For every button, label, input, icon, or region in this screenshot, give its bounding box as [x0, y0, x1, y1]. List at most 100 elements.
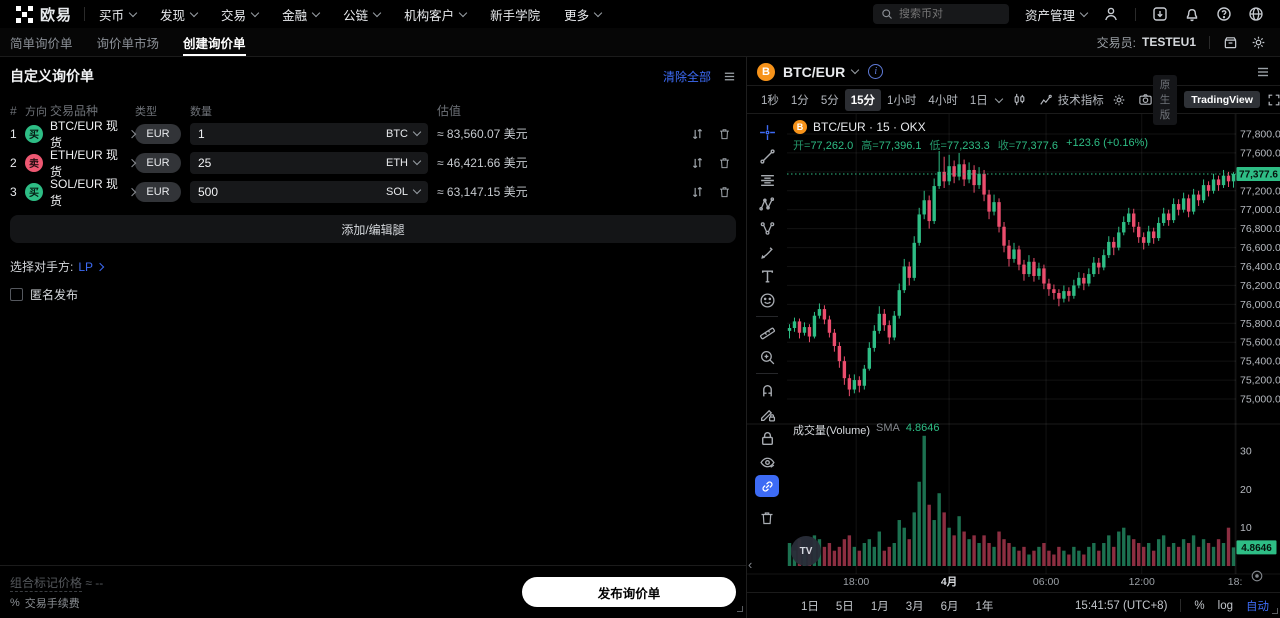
range-1d[interactable]: 1日 [801, 600, 819, 613]
range-1y[interactable]: 1年 [975, 600, 994, 613]
instrument-selector[interactable]: BTC/EUR 现货 [50, 117, 137, 151]
timeframe-1d[interactable]: 1日 [969, 94, 988, 107]
indicators-button[interactable]: 技术指标 [1039, 92, 1104, 108]
direction-buy-badge[interactable]: 买 [25, 182, 43, 201]
timeframe-1s[interactable]: 1秒 [761, 94, 779, 107]
resize-handle[interactable] [1272, 608, 1278, 614]
crosshair-tool-icon[interactable] [754, 120, 780, 144]
chart-menu-icon[interactable] [1256, 65, 1270, 79]
scroll-to-realtime-icon[interactable] [1250, 569, 1264, 583]
leg-index: 3 [10, 184, 17, 199]
timeframe-1m[interactable]: 1分 [790, 94, 809, 107]
instrument-selector[interactable]: SOL/EUR 现货 [50, 175, 137, 209]
nav-item-discover[interactable]: 发现 [160, 5, 199, 24]
nav-item-buy-crypto[interactable]: 买币 [99, 5, 138, 24]
lock-all-tool-icon[interactable] [754, 426, 780, 450]
timeframe-5m[interactable]: 5分 [820, 94, 839, 107]
amount-input[interactable] [198, 184, 386, 199]
type-pill-button[interactable]: EUR [135, 181, 181, 202]
symbol-name[interactable]: BTC/EUR [783, 63, 846, 80]
nav-item-finance[interactable]: 金融 [282, 5, 321, 24]
user-icon[interactable] [1103, 6, 1119, 22]
zoom-in-tool-icon[interactable] [754, 345, 780, 369]
percent-scale-toggle[interactable]: % [1194, 599, 1205, 612]
log-scale-toggle[interactable]: log [1217, 599, 1233, 612]
range-5d[interactable]: 5日 [835, 600, 854, 613]
indicator-settings-gear-icon[interactable] [1112, 93, 1126, 107]
tradingview-watermark[interactable]: TV [791, 536, 821, 566]
amount-input[interactable] [198, 126, 386, 141]
direction-sell-badge[interactable]: 卖 [25, 153, 43, 172]
sync-drawings-link-icon[interactable] [755, 475, 779, 497]
remove-drawings-trash-icon[interactable] [754, 506, 780, 530]
submit-rfq-button[interactable]: 发布询价单 [522, 577, 736, 607]
timeframe-4h[interactable]: 4小时 [928, 94, 958, 107]
delete-trash-icon[interactable] [718, 185, 731, 199]
range-6mo[interactable]: 6月 [940, 600, 959, 613]
emoji-tool-icon[interactable] [754, 288, 780, 312]
instrument-selector[interactable]: ETH/EUR 现货 [50, 146, 137, 180]
anonymous-checkbox[interactable] [10, 288, 23, 301]
search-input[interactable] [898, 8, 999, 20]
info-icon[interactable]: i [868, 64, 884, 79]
direction-buy-badge[interactable]: 买 [25, 124, 43, 143]
range-3mo[interactable]: 3月 [905, 600, 924, 613]
tab-rfq-market[interactable]: 询价单市场 [96, 36, 160, 51]
timeframe-15m[interactable]: 15分 [844, 88, 882, 111]
position-tool-icon[interactable] [754, 216, 780, 240]
trendline-tool-icon[interactable] [754, 144, 780, 168]
timeframe-1h[interactable]: 1小时 [887, 94, 917, 107]
okx-logo[interactable]: 欧易 [0, 4, 72, 25]
nav-item-trade[interactable]: 交易 [221, 5, 260, 24]
tab-simple-rfq[interactable]: 简单询价单 [10, 36, 73, 51]
brush-tool-icon[interactable] [754, 240, 780, 264]
tradingview-toggle[interactable]: TradingView [1184, 91, 1260, 108]
measure-ruler-tool-icon[interactable] [754, 321, 780, 345]
search-box[interactable] [872, 4, 1009, 24]
nav-item-chain[interactable]: 公链 [343, 5, 382, 24]
xabcd-pattern-tool-icon[interactable] [754, 192, 780, 216]
download-app-icon[interactable] [1152, 6, 1168, 22]
reorder-swap-icon[interactable] [691, 185, 704, 199]
help-icon[interactable] [1216, 6, 1232, 22]
clear-all-link[interactable]: 清除全部 [662, 69, 711, 84]
hide-drawings-eye-icon[interactable] [754, 450, 780, 474]
type-pill-button[interactable]: EUR [135, 123, 181, 144]
nav-item-more[interactable]: 更多 [564, 5, 603, 24]
counterparty-link[interactable]: LP [78, 260, 105, 274]
currency-selector[interactable]: ETH [386, 157, 422, 169]
tab-create-rfq[interactable]: 创建询价单 [183, 28, 246, 56]
currency-selector[interactable]: BTC [386, 128, 422, 140]
settings-gear-icon[interactable] [1251, 35, 1266, 50]
candle-style-icon[interactable] [1012, 92, 1027, 107]
fib-retracement-tool-icon[interactable] [754, 168, 780, 192]
native-version-toggle[interactable]: 原生版 [1152, 74, 1178, 125]
auto-scale-toggle[interactable]: 自动 [1246, 600, 1269, 613]
text-tool-icon[interactable] [754, 264, 780, 288]
delete-trash-icon[interactable] [718, 127, 731, 141]
timeframe-more-chevron-icon[interactable] [994, 94, 1003, 104]
nav-item-institutional[interactable]: 机构客户 [404, 5, 468, 24]
panel-menu-icon[interactable] [723, 70, 736, 83]
drawing-lock-edit-icon[interactable] [754, 402, 780, 426]
toolbar-collapse-arrow[interactable]: ‹ [748, 557, 753, 572]
clock[interactable]: 15:41:57 (UTC+8) [1075, 599, 1168, 612]
add-edit-leg-button[interactable]: 添加/编辑腿 [10, 215, 736, 243]
delete-trash-icon[interactable] [718, 156, 731, 170]
type-pill-button[interactable]: EUR [135, 152, 181, 173]
currency-selector[interactable]: SOL [386, 186, 422, 198]
fullscreen-expand-icon[interactable] [1267, 93, 1280, 107]
asset-management-menu[interactable]: 资产管理 [1025, 5, 1089, 24]
candlestick-chart[interactable]: 77,800.0 77,600.0 77,400.0 77,200.0 77,000.0… [747, 114, 1280, 592]
amount-input[interactable] [198, 155, 386, 170]
screenshot-camera-icon[interactable] [1138, 92, 1153, 107]
language-globe-icon[interactable] [1248, 6, 1264, 22]
magnet-tool-icon[interactable] [754, 378, 780, 402]
orders-box-icon[interactable] [1223, 35, 1238, 50]
reorder-swap-icon[interactable] [691, 156, 704, 170]
reorder-swap-icon[interactable] [691, 127, 704, 141]
notifications-bell-icon[interactable] [1184, 6, 1200, 22]
nav-item-academy[interactable]: 新手学院 [490, 8, 541, 23]
range-1mo[interactable]: 1月 [870, 600, 889, 613]
resize-handle[interactable] [737, 606, 743, 612]
